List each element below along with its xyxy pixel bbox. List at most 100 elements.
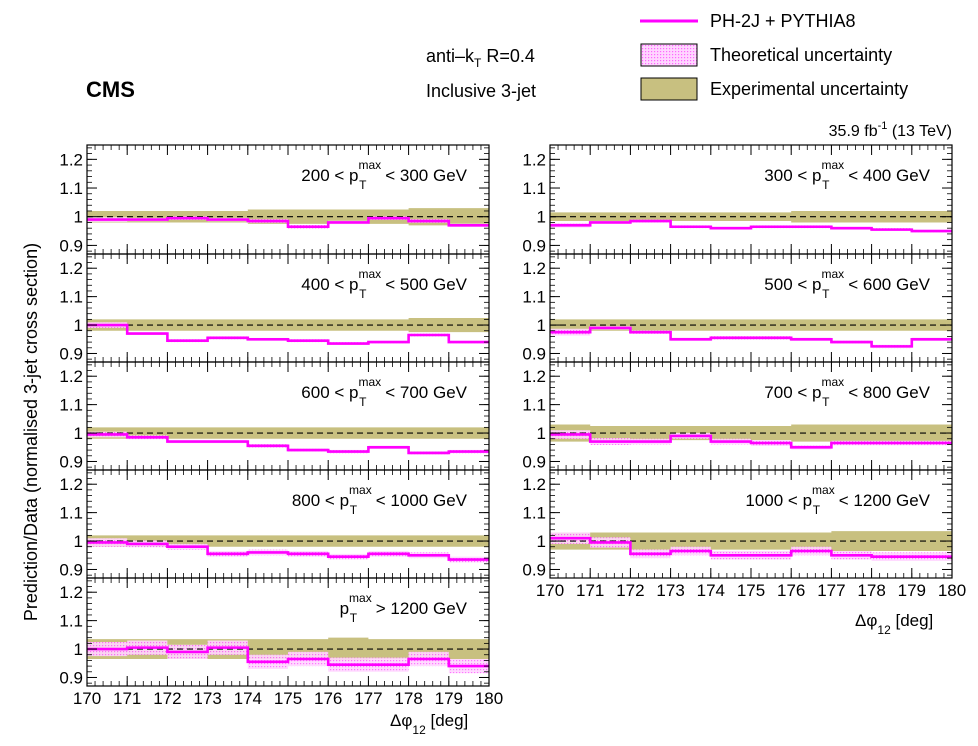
pt-label-range: > 1200 GeV xyxy=(371,599,468,618)
panel-frame xyxy=(549,469,953,579)
pt-label-subscript: T xyxy=(359,395,367,409)
prediction-series-line xyxy=(87,433,489,455)
luminosity-unit-superscript: -1 xyxy=(878,120,888,132)
x-tick-label: 178 xyxy=(857,581,885,600)
panel-pt-range-label: 200 < pmax T < 300 GeV xyxy=(301,158,467,192)
luminosity-value: 35.9 fb xyxy=(829,123,878,140)
pt-label-superscript: max xyxy=(359,158,382,172)
prediction-series-line xyxy=(87,216,489,229)
y-tick-label: 0.9 xyxy=(522,344,546,363)
x-axis-subscript: 12 xyxy=(412,723,426,737)
panel-pt-range-label: 400 < pmax T < 500 GeV xyxy=(301,267,467,301)
ratio-panel: 0.9 1 1.1 1.2 170 171 172 173 174 175 176 177 178 179… xyxy=(522,469,966,600)
prediction-series-line xyxy=(87,323,489,345)
x-axis-title-left: Δφ12 [deg] xyxy=(390,711,468,737)
panel-pt-range-label: 700 < pmax T < 800 GeV xyxy=(764,375,930,409)
y-tick-label: 0.9 xyxy=(522,236,546,255)
legend-experiment-swatch xyxy=(640,77,698,101)
selection-label: Inclusive 3-jet xyxy=(426,81,536,101)
legend-theory-label: Theoretical uncertainty xyxy=(710,45,892,65)
prediction-series-line xyxy=(550,433,952,449)
pt-label-superscript: max xyxy=(822,375,845,389)
panel-frame xyxy=(86,469,490,579)
y-tick-label: 1.2 xyxy=(59,367,83,386)
x-axis-unit: [deg] xyxy=(426,711,469,730)
pt-label-prefix: 400 < p xyxy=(301,275,358,294)
pt-label-superscript: max xyxy=(822,158,845,172)
y-tick-label: 1 xyxy=(537,424,546,443)
pt-label-subscript: T xyxy=(822,287,830,301)
x-tick-label: 170 xyxy=(536,581,564,600)
y-tick-label: 1.1 xyxy=(59,179,83,198)
algorithm-name: anti–k xyxy=(426,46,475,66)
legend-experiment-label: Experimental uncertainty xyxy=(710,79,908,99)
y-tick-label: 0.9 xyxy=(522,560,546,579)
y-axis-title: Prediction/Data (normalised 3-jet cross … xyxy=(21,243,41,621)
algorithm-label: anti–kT R=0.4 xyxy=(426,46,535,70)
pt-label-prefix: 500 < p xyxy=(764,275,821,294)
y-tick-label: 1 xyxy=(74,532,83,551)
energy-label: (13 TeV) xyxy=(887,123,952,140)
pt-label-range: < 1000 GeV xyxy=(371,491,468,510)
x-tick-label: 173 xyxy=(656,581,684,600)
panel-pt-range-label: 1000 < pmax T < 1200 GeV xyxy=(745,483,930,517)
pt-label-range: < 700 GeV xyxy=(381,383,468,402)
y-tick-label: 1.2 xyxy=(59,583,83,602)
prediction-series-line xyxy=(550,326,952,348)
theory-uncertainty-band xyxy=(87,431,489,455)
pt-label-range: < 400 GeV xyxy=(844,166,931,185)
x-tick-label: 176 xyxy=(777,581,805,600)
y-tick-label: 1.1 xyxy=(59,288,83,307)
y-tick-label: 1.2 xyxy=(59,475,83,494)
x-tick-label: 171 xyxy=(576,581,604,600)
panel-pt-range-label: 800 < pmax T < 1000 GeV xyxy=(292,483,468,517)
panel-pt-range-label: 500 < pmax T < 600 GeV xyxy=(764,267,930,301)
y-tick-label: 0.9 xyxy=(59,668,83,687)
pt-label-superscript: max xyxy=(822,267,845,281)
theory-uncertainty-band xyxy=(87,538,489,563)
pt-label-subscript: T xyxy=(822,395,830,409)
pt-label-prefix: 1000 < p xyxy=(745,491,812,510)
y-tick-label: 1.2 xyxy=(522,367,546,386)
x-tick-label: 171 xyxy=(113,689,141,708)
panel-frame xyxy=(86,577,490,687)
pt-label-prefix: 600 < p xyxy=(301,383,358,402)
y-tick-label: 1 xyxy=(74,424,83,443)
ratio-panel: 0.9 1 1.1 1.2 200 < pmax T < 300 GeV xyxy=(59,144,490,255)
prediction-series-line xyxy=(550,536,952,558)
pt-label-range: < 500 GeV xyxy=(381,275,468,294)
x-tick-label: 179 xyxy=(435,689,463,708)
y-tick-label: 0.9 xyxy=(522,452,546,471)
panel-pt-range-label: 300 < pmax T < 400 GeV xyxy=(764,158,930,192)
panel-frame xyxy=(549,361,953,471)
y-tick-label: 1.1 xyxy=(522,396,546,415)
y-tick-label: 1 xyxy=(74,640,83,659)
x-tick-label: 173 xyxy=(193,689,221,708)
pt-label-superscript: max xyxy=(349,483,372,497)
pt-label-subscript: T xyxy=(822,178,830,192)
y-tick-label: 1.2 xyxy=(59,259,83,278)
ratio-panel: 0.9 1 1.1 1.2 600 < pmax T < 700 GeV xyxy=(59,361,490,471)
y-tick-label: 0.9 xyxy=(59,560,83,579)
pt-label-subscript: T xyxy=(813,503,821,517)
ratio-panel: 0.9 1 1.1 1.2 400 < pmax T < 500 GeV xyxy=(59,253,490,363)
panel-frame xyxy=(549,144,953,255)
y-tick-label: 1 xyxy=(74,208,83,227)
x-tick-label: 180 xyxy=(938,581,966,600)
panel-frame xyxy=(86,253,490,363)
y-tick-label: 1.2 xyxy=(522,475,546,494)
pt-label-prefix: 200 < p xyxy=(301,166,358,185)
pt-label-subscript: T xyxy=(350,503,358,517)
pt-label-superscript: max xyxy=(359,375,382,389)
x-tick-label: 179 xyxy=(898,581,926,600)
x-tick-label: 175 xyxy=(274,689,302,708)
pt-label-range: < 300 GeV xyxy=(381,166,468,185)
y-tick-label: 1 xyxy=(74,316,83,335)
pt-label-prefix: 300 < p xyxy=(764,166,821,185)
luminosity-label: 35.9 fb-1 (13 TeV) xyxy=(829,120,952,140)
y-tick-label: 0.9 xyxy=(59,452,83,471)
legend-theory-swatch xyxy=(640,43,698,67)
x-axis-title-right: Δφ12 [deg] xyxy=(855,611,933,637)
